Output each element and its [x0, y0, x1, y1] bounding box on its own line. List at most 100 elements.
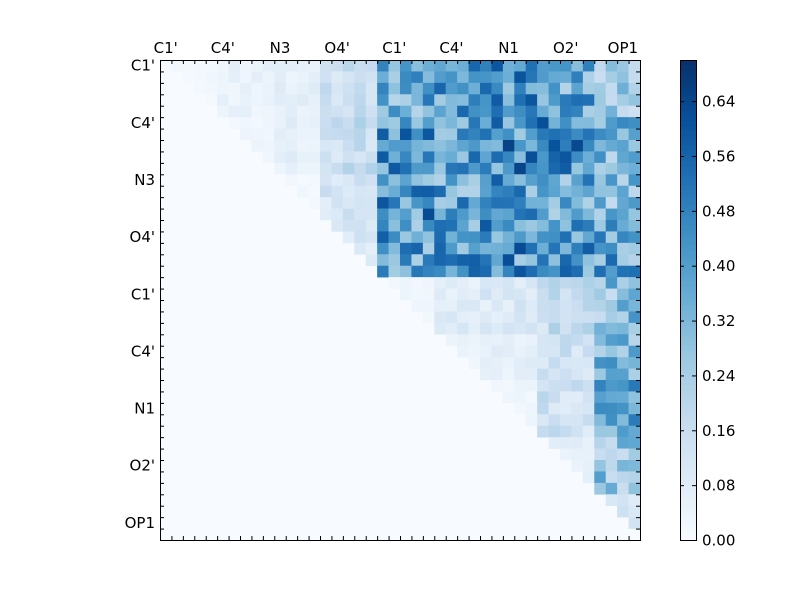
heatmap-cell [628, 208, 641, 221]
heatmap-cell [617, 425, 629, 438]
colorbar-segment [680, 100, 696, 106]
heatmap-cell [560, 151, 572, 164]
heatmap-cell [560, 140, 572, 152]
heatmap-cell [514, 277, 527, 289]
heatmap-cell [308, 185, 321, 198]
heatmap-cell [422, 311, 435, 324]
colorbar-segment [680, 395, 696, 401]
colorbar-segment [680, 115, 696, 121]
heatmap-cell [377, 174, 389, 187]
heatmap-cell [571, 105, 584, 118]
heatmap-cell [445, 208, 458, 221]
heatmap-cell [320, 162, 332, 175]
heatmap-cell [571, 357, 584, 369]
heatmap-cell [457, 277, 469, 289]
y-tick-label: O2' [130, 457, 155, 475]
heatmap-cell [594, 288, 607, 301]
heatmap-cell [560, 60, 572, 72]
heatmap-cell [628, 505, 641, 518]
heatmap-cell [491, 231, 504, 244]
heatmap-cell [525, 117, 538, 129]
heatmap-cell [240, 94, 252, 107]
heatmap-cell [491, 208, 504, 221]
heatmap-cell [297, 128, 309, 141]
heatmap-cell [480, 300, 492, 312]
heatmap-cell [594, 60, 607, 72]
heatmap-cell [502, 140, 515, 152]
heatmap-cell [411, 128, 424, 141]
heatmap-cell [377, 94, 389, 107]
heatmap-cell [297, 185, 309, 198]
heatmap-cell [308, 174, 321, 187]
heatmap-cell [365, 162, 378, 175]
heatmap-cell [365, 220, 378, 232]
heatmap-cell [628, 460, 641, 472]
heatmap-cell [491, 82, 504, 95]
heatmap-cell [628, 220, 641, 232]
heatmap-cell [388, 231, 401, 244]
heatmap-cell [331, 117, 344, 129]
heatmap-cell [468, 288, 481, 301]
colorbar-segment [680, 105, 696, 111]
heatmap-cell [628, 448, 641, 461]
heatmap-cell [525, 334, 538, 347]
heatmap-cell [457, 162, 469, 175]
heatmap-cell [388, 94, 401, 107]
heatmap-cell [354, 185, 367, 198]
heatmap-cell [548, 254, 561, 267]
heatmap-cell [560, 220, 572, 232]
heatmap-cell [228, 60, 241, 72]
heatmap-cell [548, 71, 561, 84]
heatmap-cell [514, 60, 527, 72]
heatmap-cell [617, 185, 629, 198]
colorbar-segment [680, 265, 696, 271]
heatmap-cell [434, 105, 447, 118]
heatmap-cell [480, 334, 492, 347]
heatmap-cell [331, 94, 344, 107]
heatmap-cell [605, 334, 618, 347]
heatmap-cell [422, 242, 435, 255]
heatmap-cell [400, 60, 412, 72]
heatmap-cell [582, 242, 595, 255]
heatmap-cell [457, 174, 469, 187]
heatmap-cell [560, 288, 572, 301]
heatmap-cell [285, 82, 298, 95]
heatmap-cell [354, 174, 367, 187]
colorbar-segment [680, 120, 696, 126]
heatmap-cell [548, 345, 561, 358]
y-tick-label: C1' [131, 57, 155, 75]
heatmap-cell [537, 128, 549, 141]
heatmap-cell [548, 220, 561, 232]
heatmap-cell [617, 174, 629, 187]
heatmap-cell [571, 254, 584, 267]
heatmap-cell [617, 311, 629, 324]
heatmap-cell [182, 60, 195, 72]
heatmap-cell [354, 151, 367, 164]
heatmap-cell [285, 117, 298, 129]
heatmap-cell [468, 140, 481, 152]
heatmap-cell [251, 60, 264, 72]
heatmap-cell [582, 94, 595, 107]
heatmap-cell [205, 94, 218, 107]
heatmap-cell [502, 162, 515, 175]
heatmap-cell [411, 288, 424, 301]
heatmap-cell [514, 117, 527, 129]
heatmap-cell [365, 128, 378, 141]
heatmap-cell [594, 300, 607, 312]
heatmap-cell [445, 71, 458, 84]
x-tick-label: N3 [270, 39, 291, 57]
heatmap-cell [217, 105, 229, 118]
heatmap-cell [491, 128, 504, 141]
heatmap-cell [571, 208, 584, 221]
heatmap-cell [594, 105, 607, 118]
heatmap-cell [605, 368, 618, 381]
heatmap-cell [274, 140, 287, 152]
heatmap-cell [605, 140, 618, 152]
heatmap-cell [617, 368, 629, 381]
heatmap-cell [537, 220, 549, 232]
heatmap-cell [537, 117, 549, 129]
colorbar-segment [680, 285, 696, 291]
heatmap-cell [548, 402, 561, 415]
heatmap-cell [354, 60, 367, 72]
heatmap-cell [342, 185, 355, 198]
